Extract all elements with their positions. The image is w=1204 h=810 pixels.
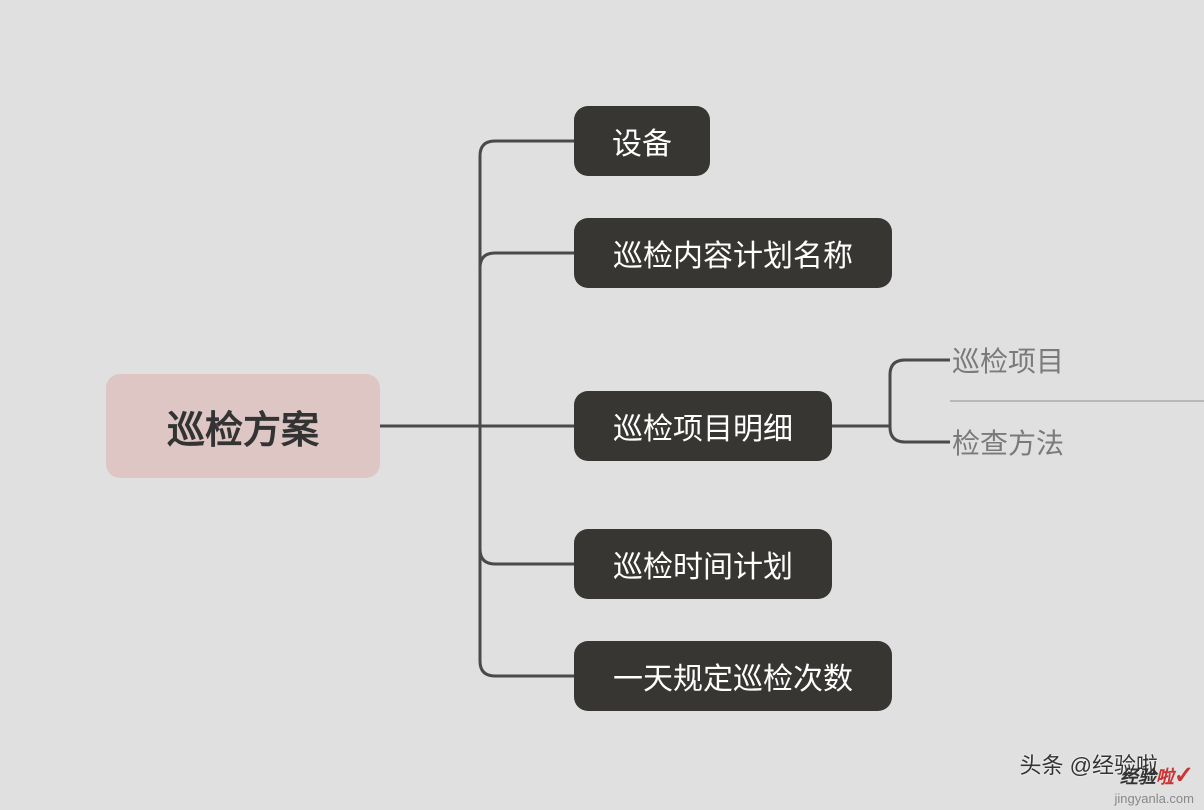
child-node-plan-name: 巡检内容计划名称	[574, 218, 892, 288]
leaf-label: 巡检项目	[952, 340, 1064, 380]
watermark-url-text: jingyanla.com	[1115, 791, 1195, 806]
node-label: 巡检项目明细	[613, 404, 793, 448]
watermark-logo-text2: 啦	[1156, 767, 1174, 787]
root-label: 巡检方案	[167, 399, 319, 454]
child-node-item-detail: 巡检项目明细	[574, 391, 832, 461]
node-label: 一天规定巡检次数	[613, 654, 853, 698]
node-label: 巡检时间计划	[613, 542, 793, 586]
leaf-divider	[950, 400, 1204, 402]
node-label: 设备	[612, 119, 672, 163]
watermark-logo: 经验啦✓	[1120, 761, 1194, 790]
root-node: 巡检方案	[106, 374, 380, 478]
leaf-label: 检查方法	[952, 422, 1064, 462]
watermark-url: jingyanla.com	[1115, 791, 1195, 806]
child-node-time-plan: 巡检时间计划	[574, 529, 832, 599]
child-node-times-per-day: 一天规定巡检次数	[574, 641, 892, 711]
watermark-logo-text1: 经验	[1120, 767, 1156, 787]
leaf-node-inspection-item: 巡检项目	[952, 340, 1064, 380]
leaf-node-check-method: 检查方法	[952, 422, 1064, 462]
child-node-device: 设备	[574, 106, 710, 176]
checkmark-icon: ✓	[1174, 762, 1194, 789]
node-label: 巡检内容计划名称	[613, 231, 853, 275]
